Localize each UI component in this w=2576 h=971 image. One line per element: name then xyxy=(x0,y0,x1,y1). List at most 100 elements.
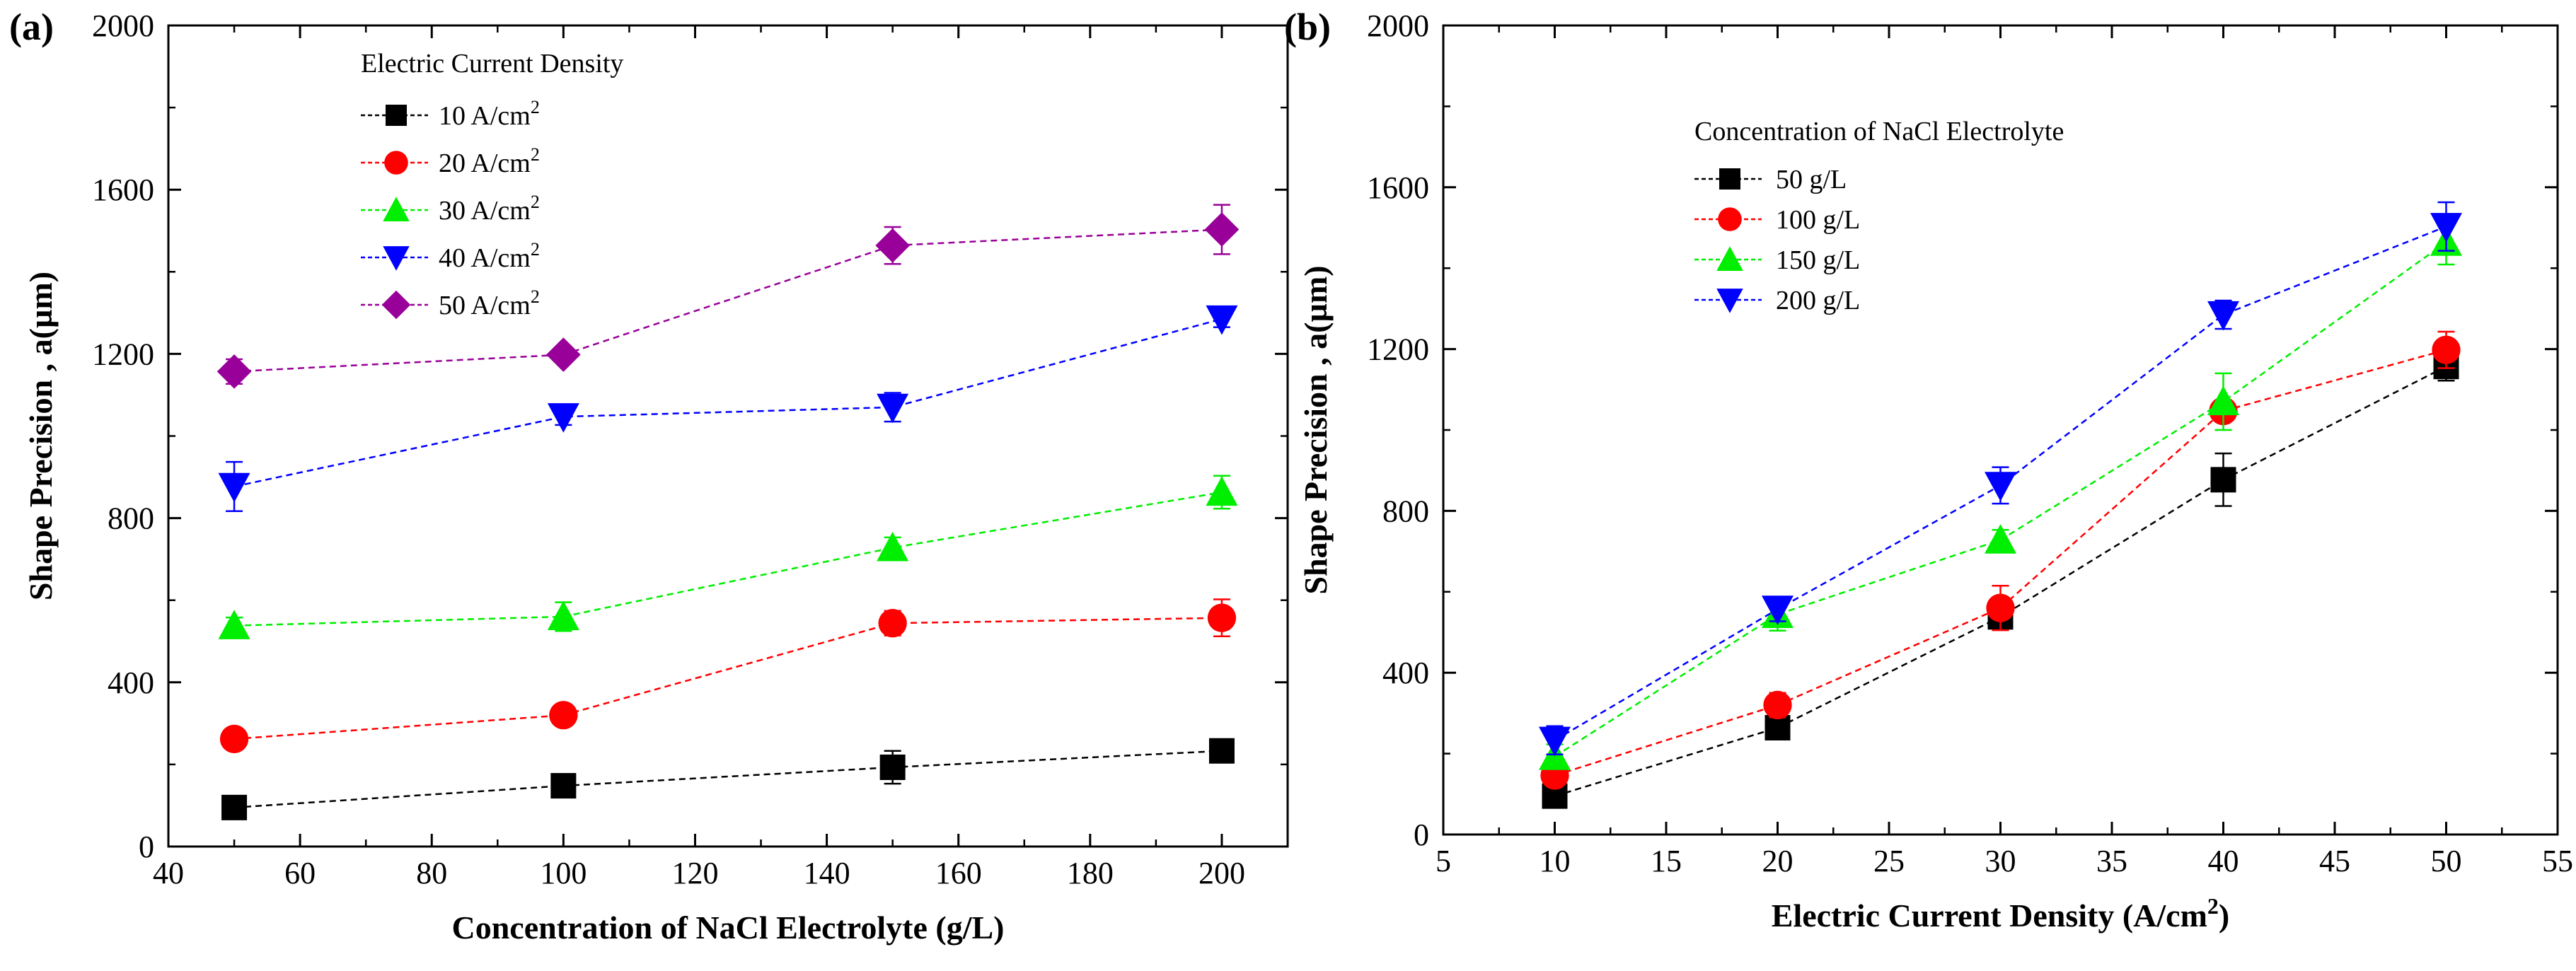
x-tick-label: 5 xyxy=(1436,844,1451,878)
x-tick-label: 60 xyxy=(284,856,316,890)
series-2 xyxy=(1540,330,2461,790)
x-tick-label: 40 xyxy=(153,856,184,890)
y-tick-label: 1200 xyxy=(92,337,154,371)
legend-marker xyxy=(383,197,410,221)
y-tick-label: 2000 xyxy=(1367,8,1429,43)
legend-label: 100 g/L xyxy=(1776,205,1860,235)
series-line xyxy=(233,750,1223,809)
data-point xyxy=(549,701,578,730)
data-point xyxy=(546,337,581,372)
data-point xyxy=(550,773,577,799)
legend: Concentration of NaCl Electrolyte 50 g/L 1… xyxy=(1694,117,2064,315)
data-point xyxy=(1206,476,1238,506)
chart-panel-2: 5 10 15 20 25 30 35 40 45 50 55 0 400 800 1200 1600 2000… xyxy=(1284,6,2573,934)
y-tick-label: 400 xyxy=(108,665,154,700)
series-5 xyxy=(216,204,1240,389)
x-tick-label: 180 xyxy=(1067,856,1114,890)
legend-label: 150 g/L xyxy=(1776,245,1860,275)
data-point xyxy=(875,228,910,263)
data-point xyxy=(878,609,907,638)
y-tick-label: 1600 xyxy=(92,173,154,207)
legend: Electric Current Density 10 A/cm2 20 A/cm2… xyxy=(361,49,623,320)
series-line xyxy=(233,617,1222,740)
legend-label: 40 A/cm2 xyxy=(439,239,540,273)
legend-label: 30 A/cm2 xyxy=(439,192,540,226)
y-tick-label: 0 xyxy=(1414,818,1429,852)
data-point xyxy=(221,794,248,820)
series-3 xyxy=(218,475,1238,639)
legend-marker xyxy=(386,105,407,126)
data-point xyxy=(2207,385,2239,416)
legend-label: 10 A/cm2 xyxy=(439,97,540,131)
data-point xyxy=(1985,524,2016,554)
x-tick-label: 55 xyxy=(2542,844,2573,878)
legend-title: Concentration of NaCl Electrolyte xyxy=(1694,117,2064,146)
x-tick-label: 25 xyxy=(1873,844,1905,878)
data-point xyxy=(547,403,579,433)
x-tick-label: 200 xyxy=(1199,856,1245,890)
series-4 xyxy=(1539,201,2462,757)
data-point xyxy=(218,610,250,639)
data-point xyxy=(218,472,250,503)
x-axis-title: Electric Current Density (A/cm2) xyxy=(1772,893,2229,934)
series-line xyxy=(234,491,1223,627)
x-tick-label: 30 xyxy=(1985,844,2016,878)
x-axis-title: Concentration of NaCl Electrolyte (g/L) xyxy=(452,909,1005,946)
data-point xyxy=(1985,472,2016,501)
data-point xyxy=(1762,595,1794,625)
x-tick-label: 40 xyxy=(2208,844,2239,878)
panel-label: (a) xyxy=(9,6,54,48)
y-tick-label: 1600 xyxy=(1367,170,1429,205)
plot-frame xyxy=(167,24,1289,848)
x-tick-label: 45 xyxy=(2319,844,2350,878)
legend-marker xyxy=(1716,246,1743,271)
legend-label: 50 A/cm2 xyxy=(439,286,540,320)
series-1 xyxy=(221,738,1235,820)
data-point xyxy=(1207,603,1237,632)
x-tick-label: 120 xyxy=(671,856,718,890)
y-tick-label: 400 xyxy=(1382,656,1429,690)
plot-frame xyxy=(1442,24,2559,836)
series-line xyxy=(1554,366,2447,797)
y-axis-title: Shape Precision , a(µm) xyxy=(1298,265,1334,594)
series-2 xyxy=(219,598,1237,754)
series-1 xyxy=(1542,351,2459,809)
legend-marker xyxy=(1719,168,1740,190)
data-point xyxy=(219,724,249,754)
data-point xyxy=(547,600,579,631)
legend-marker xyxy=(384,151,408,175)
data-point xyxy=(1204,212,1240,247)
x-tick-label: 50 xyxy=(2431,844,2462,878)
y-tick-label: 0 xyxy=(139,830,154,864)
data-point xyxy=(1986,593,2015,622)
y-tick-label: 1200 xyxy=(1367,332,1429,367)
x-tick-label: 15 xyxy=(1651,844,1682,878)
legend-marker xyxy=(1716,289,1743,313)
x-tick-label: 160 xyxy=(935,856,982,890)
x-tick-label: 100 xyxy=(540,856,587,890)
data-point xyxy=(877,393,909,424)
x-tick-label: 10 xyxy=(1540,844,1571,878)
legend-title: Electric Current Density xyxy=(361,49,623,79)
y-tick-label: 2000 xyxy=(92,8,154,43)
legend-label: 50 g/L xyxy=(1776,165,1847,194)
data-point xyxy=(216,354,252,389)
y-tick-label: 800 xyxy=(1382,494,1429,528)
series-4 xyxy=(218,305,1238,512)
y-axis-title: Shape Precision , a(µm) xyxy=(23,272,59,600)
series-line xyxy=(233,318,1223,488)
y-tick-label: 800 xyxy=(108,501,154,536)
data-point xyxy=(1763,690,1792,720)
data-point xyxy=(879,754,906,780)
x-tick-label: 20 xyxy=(1762,844,1794,878)
series-line xyxy=(233,228,1223,373)
data-point xyxy=(2430,213,2462,243)
data-point xyxy=(1208,738,1235,764)
data-point xyxy=(1539,726,1571,757)
legend-label: 20 A/cm2 xyxy=(439,144,540,178)
data-point xyxy=(877,531,909,562)
panel-label: (b) xyxy=(1284,6,1331,48)
x-tick-label: 80 xyxy=(416,856,447,890)
legend-marker xyxy=(1718,207,1742,231)
